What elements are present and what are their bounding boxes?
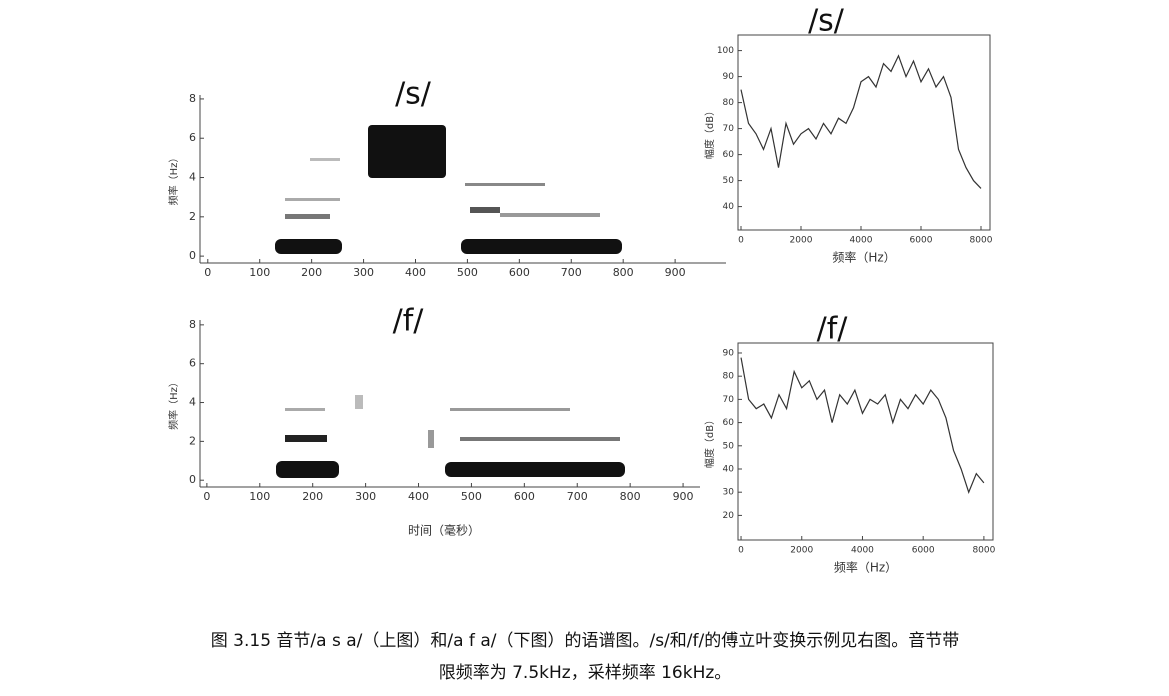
x-tick-label: 800 (620, 490, 641, 503)
x-tick-label: 200 (302, 490, 323, 503)
y-tick-label: 8 (189, 92, 196, 105)
x-tick-label: 4000 (851, 546, 874, 556)
x-tick-label: 400 (405, 266, 426, 279)
x-tick-label: 6000 (910, 236, 933, 246)
x-tick-label: 0 (204, 266, 211, 279)
formant-band (276, 461, 339, 478)
y-tick-label: 2 (189, 210, 196, 223)
formant-band (285, 214, 330, 219)
x-tick-label: 8000 (972, 546, 995, 556)
formant-band (285, 435, 327, 442)
spectrum-line (740, 54, 982, 189)
y-tick-label: 2 (189, 434, 196, 447)
y-tick-label: 100 (717, 46, 734, 56)
panel-title: /s/ (395, 77, 432, 112)
x-tick-label: 0 (738, 236, 744, 246)
y-tick-label: 30 (723, 488, 735, 498)
formant-band (285, 198, 340, 201)
x-tick-label: 2000 (790, 236, 813, 246)
y-tick-label: 0 (189, 249, 196, 262)
y-axis-label: 频率（Hz） (167, 377, 180, 430)
plot-frame (737, 34, 991, 231)
x-tick-label: 300 (355, 490, 376, 503)
y-tick-label: 90 (723, 348, 735, 358)
panel-title: /f/ (393, 304, 425, 339)
y-tick-label: 8 (189, 318, 196, 331)
y-axis-label: 频率（Hz） (167, 153, 180, 206)
y-tick-label: 60 (723, 418, 735, 428)
formant-band (450, 408, 570, 411)
y-tick-label: 80 (723, 372, 735, 382)
spectrum-line (740, 357, 985, 494)
x-tick-label: 100 (249, 266, 270, 279)
x-tick-label: 600 (514, 490, 535, 503)
x-tick-label: 700 (567, 490, 588, 503)
formant-band (445, 462, 625, 477)
formant-band (275, 239, 342, 254)
x-tick-label: 500 (461, 490, 482, 503)
caption-line: 限频率为 7.5kHz，采样频率 16kHz。 (439, 663, 732, 683)
plot-frame (737, 342, 994, 541)
y-tick-label: 90 (723, 72, 735, 82)
y-tick-label: 40 (723, 202, 735, 212)
y-tick-label: 0 (189, 473, 196, 486)
frication-noise (428, 430, 434, 448)
formant-band (465, 183, 545, 186)
x-tick-label: 8000 (970, 236, 993, 246)
x-tick-label: 700 (561, 266, 582, 279)
x-tick-label: 0 (738, 546, 744, 556)
x-axis-label: 频率（Hz） (832, 250, 895, 265)
y-tick-label: 80 (723, 98, 735, 108)
x-tick-label: 800 (613, 266, 634, 279)
x-axis-label: 频率（Hz） (834, 560, 897, 575)
formant-band (310, 158, 340, 161)
x-tick-label: 0 (203, 490, 210, 503)
y-tick-label: 50 (723, 176, 735, 186)
formant-band (500, 213, 600, 217)
caption-line: 图 3.15 音节/a s a/（上图）和/a f a/（下图）的语谱图。/s/… (211, 631, 959, 651)
formant-band (285, 408, 325, 411)
x-axis-label: 时间（毫秒） (408, 523, 480, 538)
formant-band (461, 239, 622, 254)
x-tick-label: 2000 (790, 546, 813, 556)
y-tick-label: 6 (189, 357, 196, 370)
panel-title: /s/ (808, 4, 845, 39)
y-axis-label: 幅度（dB） (703, 415, 716, 468)
formant-band (460, 437, 620, 441)
formant-band (470, 207, 500, 213)
y-tick-label: 4 (189, 396, 196, 409)
y-tick-label: 70 (723, 395, 735, 405)
x-tick-label: 100 (249, 490, 270, 503)
x-tick-label: 4000 (850, 236, 873, 246)
x-tick-label: 200 (301, 266, 322, 279)
panel-title: /f/ (817, 312, 849, 347)
x-tick-label: 500 (457, 266, 478, 279)
y-tick-label: 40 (723, 464, 735, 474)
x-tick-label: 900 (673, 490, 694, 503)
x-tick-label: 600 (509, 266, 530, 279)
spectrogram-energy (275, 125, 625, 478)
y-tick-label: 70 (723, 124, 735, 134)
y-tick-label: 4 (189, 171, 196, 184)
y-tick-label: 50 (723, 441, 735, 451)
x-tick-label: 300 (353, 266, 374, 279)
y-tick-label: 20 (723, 511, 735, 521)
x-tick-label: 900 (665, 266, 686, 279)
frication-noise (355, 395, 363, 409)
y-axis-label: 幅度（dB） (703, 106, 716, 159)
frication-noise (368, 125, 446, 178)
x-tick-label: 400 (408, 490, 429, 503)
y-tick-label: 6 (189, 131, 196, 144)
x-tick-label: 6000 (912, 546, 935, 556)
y-tick-label: 60 (723, 150, 735, 160)
